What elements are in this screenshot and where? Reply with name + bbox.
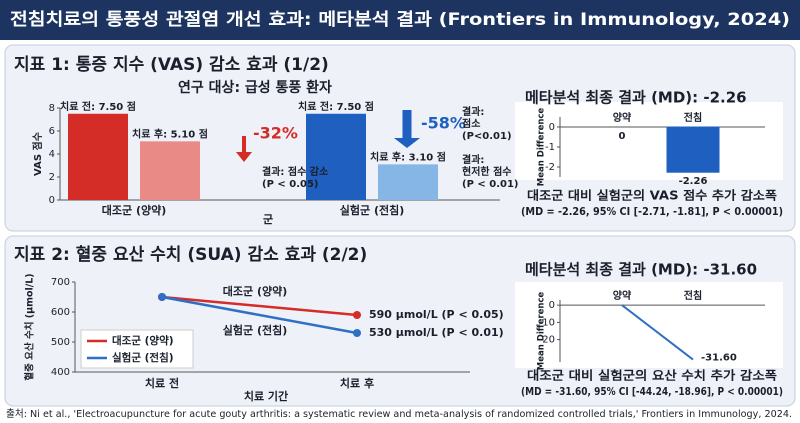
x-tick-label: 치료 전 <box>145 376 179 390</box>
value-label: 590 μmol/L (P < 0.05) <box>369 308 504 321</box>
y-tick-label: 400 <box>51 367 70 378</box>
x-axis-label: 군 <box>263 213 273 226</box>
y-tick-label: 0 <box>549 122 555 133</box>
legend-box <box>80 329 194 369</box>
point <box>353 311 361 319</box>
line <box>161 295 358 317</box>
value-label: 치료 후: 5.10 점 <box>132 127 208 140</box>
header-bar <box>0 0 800 40</box>
y-tick-label: -1 <box>545 142 555 153</box>
y-tick-label: -20 <box>539 335 555 346</box>
panel-title: 지표 1: 통증 지수 (VAS) 감소 효과 (1/2) <box>14 55 329 75</box>
panel-title: 지표 2: 혈중 요산 수치 (SUA) 감소 효과 (2/2) <box>14 244 367 265</box>
annotation: 결과: 점수 감소 <box>262 165 328 178</box>
chart-subtitle: 연구 대상: 급성 통풍 환자 <box>178 79 332 96</box>
line <box>161 295 358 335</box>
meta-caption: (MD = -31.60, 95% CI [-44.24, -18.96], P… <box>521 385 783 398</box>
meta-title: 메타분석 최종 결과 (MD): -31.60 <box>525 261 757 279</box>
annotation: (P < 0.05) <box>262 179 318 190</box>
x-axis-label: 치료 기간 <box>244 389 288 403</box>
value-label: -2.26 <box>679 176 708 187</box>
annotation: (P < 0.01) <box>462 179 518 190</box>
header-title: 전침치료의 통풍성 관절염 개선 효과: 메타분석 결과 (Frontiers … <box>10 9 790 30</box>
annotation: 현저한 점수 <box>462 165 511 178</box>
meta-caption: 대조군 대비 실험군의 요산 수치 추가 감소폭 <box>527 368 777 383</box>
y-axis-label: Mean Difference <box>537 108 547 187</box>
line <box>621 304 694 361</box>
x-tick-label: 양약 <box>613 111 632 124</box>
value-label: 530 μmol/L (P < 0.01) <box>369 326 504 339</box>
arrow-head <box>236 152 252 162</box>
y-tick-label: 0 <box>549 300 555 311</box>
source-note: 출처: Ni et al., 'Electroacupuncture for a… <box>6 408 792 420</box>
value-label: 치료 전: 7.50 점 <box>60 100 136 113</box>
bar <box>306 113 366 200</box>
annotation: 결과: <box>462 105 484 118</box>
y-tick-label: 6 <box>49 126 55 137</box>
y-tick-label: -10 <box>539 317 555 328</box>
y-axis-label: 혈중 요산 수치 (μmol/L) <box>24 273 36 380</box>
y-tick-label: 600 <box>51 307 70 318</box>
x-tick-label: 전침 <box>684 111 702 124</box>
y-tick-label: 0 <box>49 195 55 206</box>
meta-caption: 대조군 대비 실험군의 VAS 점수 추가 감소폭 <box>527 188 777 203</box>
point <box>158 293 166 301</box>
x-tick-label: 양약 <box>613 289 632 302</box>
bar <box>378 164 438 200</box>
value-label: 치료 전: 7.50 점 <box>298 100 374 113</box>
annotation: -32% <box>253 124 298 143</box>
series-label: 실험군 (전침) <box>223 323 287 337</box>
bar <box>666 126 720 173</box>
x-tick-label: 치료 후 <box>340 376 374 390</box>
legend-label: 대조군 (양약) <box>112 334 174 347</box>
value-label: 0 <box>619 131 626 142</box>
y-tick-label: 2 <box>49 172 55 183</box>
value-label: 치료 후: 3.10 점 <box>370 150 446 163</box>
value-label: -31.60 <box>701 353 737 364</box>
y-tick-label: 4 <box>49 149 55 160</box>
y-axis-label: VAS 점수 <box>32 132 44 176</box>
x-tick-label: 전침 <box>684 289 702 302</box>
meta-caption: (MD = -2.26, 95% CI [-2.71, -1.81], P < … <box>521 205 783 218</box>
annotation: (P<0.01) <box>462 131 512 142</box>
arrow-head <box>394 138 420 148</box>
y-tick-label: -2 <box>545 162 555 173</box>
annotation: -58% <box>421 114 466 133</box>
annotation: 점소 <box>462 118 480 130</box>
annotation: 결과: <box>462 153 484 166</box>
y-tick-label: 500 <box>51 337 70 348</box>
bar <box>68 113 128 200</box>
y-tick-label: 8 <box>49 103 55 114</box>
y-tick-label: 700 <box>51 277 70 288</box>
x-tick-label: 대조군 (양약) <box>102 203 166 217</box>
meta-plot-bg <box>515 102 783 180</box>
legend-label: 실험군 (전침) <box>112 351 174 364</box>
bar <box>140 141 200 200</box>
meta-title: 메타분석 최종 결과 (MD): -2.26 <box>525 89 747 107</box>
y-axis-label: Mean Difference <box>537 292 547 371</box>
point <box>353 329 361 337</box>
series-label: 대조군 (양약) <box>223 284 287 298</box>
x-tick-label: 실험군 (전침) <box>340 203 404 217</box>
